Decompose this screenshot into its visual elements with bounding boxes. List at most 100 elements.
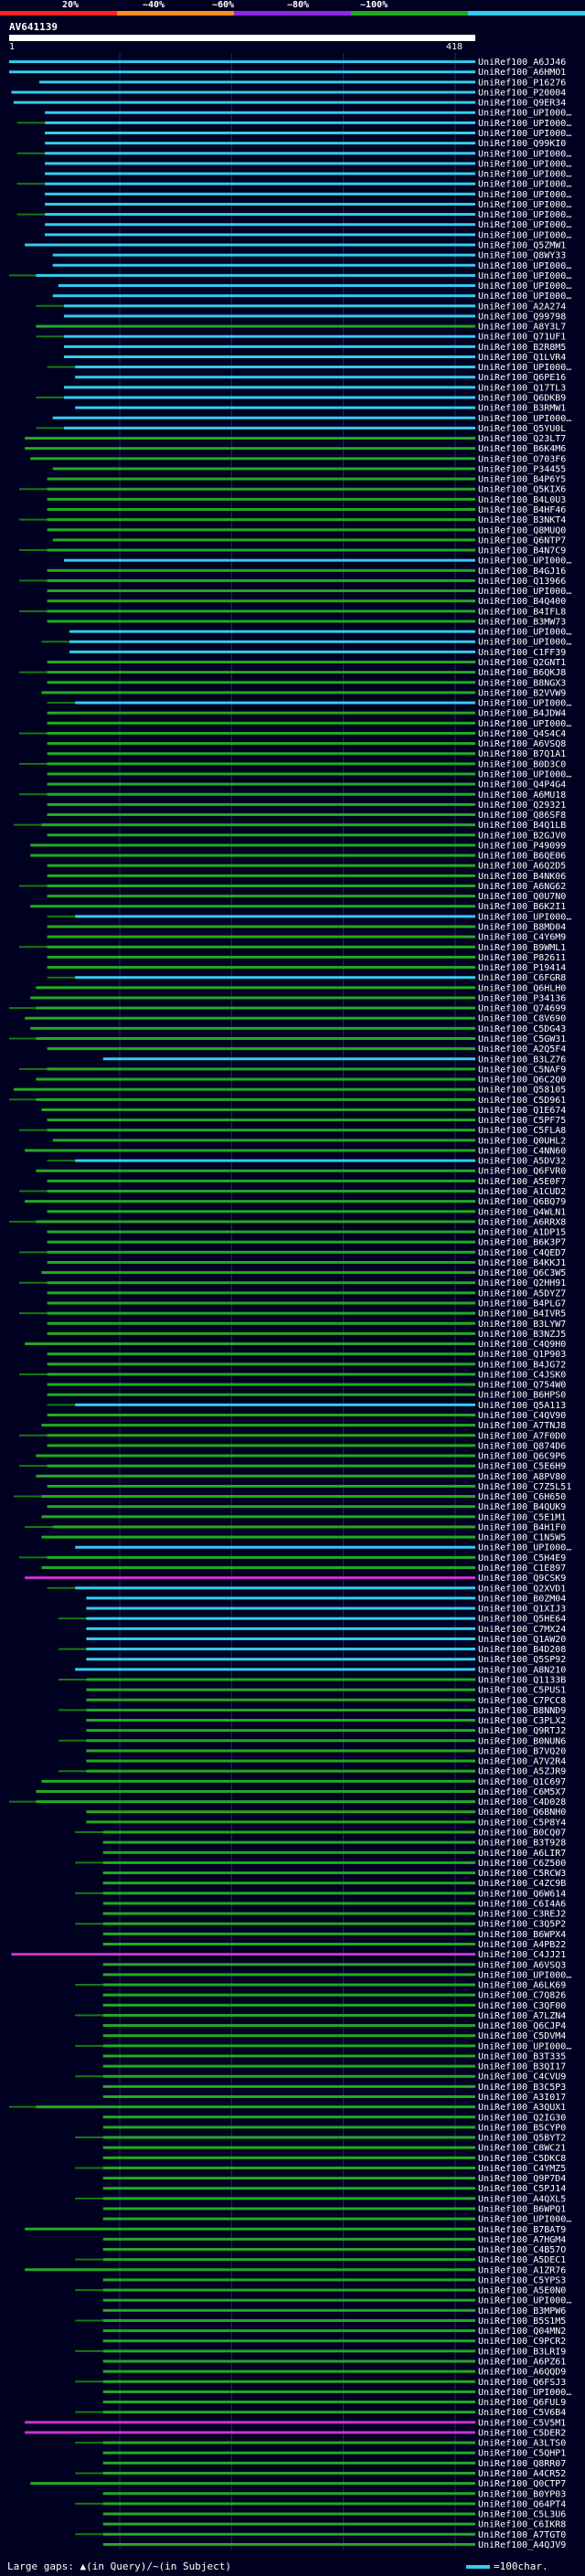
hit-label[interactable]: UniRef100_C4ZC9B — [478, 1879, 566, 1889]
hit-bar[interactable] — [30, 457, 475, 461]
hit-label[interactable]: UniRef100_B6WPX4 — [478, 1930, 566, 1940]
hit-label[interactable]: UniRef100_A5DEC1 — [478, 2255, 566, 2265]
hit-label[interactable]: UniRef100_C4NN60 — [478, 1146, 566, 1156]
hit-bar[interactable] — [102, 2278, 475, 2282]
hit-bar[interactable] — [102, 2502, 475, 2506]
hit-bar[interactable] — [102, 2197, 475, 2200]
hit-label[interactable]: UniRef100_B0CQ07 — [478, 1829, 566, 1839]
hit-bar[interactable] — [52, 467, 475, 471]
hit-bar[interactable] — [102, 2187, 475, 2190]
hit-label[interactable]: UniRef100_UPI000… — [478, 2296, 571, 2306]
hit-bar[interactable] — [41, 1779, 476, 1783]
hit-label[interactable]: UniRef100_C4B57O — [478, 2245, 566, 2255]
hit-label[interactable]: UniRef100_Q13966 — [478, 577, 566, 587]
hit-bar[interactable] — [30, 2482, 475, 2486]
hit-label[interactable]: UniRef100_A5ZJR9 — [478, 1767, 566, 1777]
hit-label[interactable]: UniRef100_UPI000… — [478, 2388, 571, 2398]
hit-label[interactable]: UniRef100_A6MU18 — [478, 790, 566, 800]
hit-label[interactable]: UniRef100_A6VSQ3 — [478, 1960, 566, 1970]
hit-bar[interactable] — [86, 1729, 475, 1733]
hit-bar[interactable] — [45, 223, 476, 227]
hit-bar[interactable] — [47, 1484, 475, 1488]
hit-bar[interactable] — [86, 1648, 475, 1651]
hit-bar[interactable] — [36, 1789, 476, 1793]
hit-bar[interactable] — [47, 782, 475, 786]
hit-bar[interactable] — [86, 1820, 475, 1824]
hit-bar[interactable] — [102, 2339, 475, 2343]
hit-label[interactable]: UniRef100_B4Q1LB — [478, 821, 566, 831]
hit-bar[interactable] — [47, 1118, 475, 1122]
hit-bar[interactable] — [75, 1586, 476, 1590]
hit-label[interactable]: UniRef100_C4JSK0 — [478, 1370, 566, 1380]
hit-bar[interactable] — [25, 437, 475, 440]
hit-label[interactable]: UniRef100_P20004 — [478, 88, 566, 98]
hit-bar[interactable] — [86, 1627, 475, 1630]
hit-label[interactable]: UniRef100_C5L3U6 — [478, 2510, 566, 2520]
hit-label[interactable]: UniRef100_A7F0D0 — [478, 1431, 566, 1441]
hit-label[interactable]: UniRef100_B3LZ76 — [478, 1055, 566, 1065]
hit-bar[interactable] — [47, 1311, 475, 1315]
hit-label[interactable]: UniRef100_C4Y6M9 — [478, 933, 566, 943]
hit-bar[interactable] — [102, 2532, 475, 2536]
hit-label[interactable]: UniRef100_A1ZR76 — [478, 2265, 566, 2275]
hit-bar[interactable] — [86, 1698, 475, 1701]
hit-label[interactable]: UniRef100_C5PJ14 — [478, 2184, 566, 2194]
hit-bar[interactable] — [47, 935, 475, 938]
hit-label[interactable]: UniRef100_A8N210 — [478, 1665, 566, 1675]
hit-label[interactable]: UniRef100_C8V690 — [478, 1014, 566, 1024]
hit-bar[interactable] — [25, 1016, 475, 1020]
hit-bar[interactable] — [69, 630, 476, 633]
hit-bar[interactable] — [47, 487, 475, 491]
hit-bar[interactable] — [63, 426, 476, 429]
hit-bar[interactable] — [45, 233, 476, 237]
hit-bar[interactable] — [102, 2074, 475, 2078]
hit-label[interactable]: UniRef100_UPI000… — [478, 587, 571, 597]
hit-label[interactable]: UniRef100_C5DG43 — [478, 1024, 566, 1034]
hit-label[interactable]: UniRef100_C6I4A6 — [478, 1899, 566, 1909]
hit-label[interactable]: UniRef100_B7Q1A1 — [478, 749, 566, 759]
hit-label[interactable]: UniRef100_B4L0U3 — [478, 495, 566, 505]
hit-bar[interactable] — [47, 1373, 475, 1376]
hit-bar[interactable] — [86, 1708, 475, 1712]
hit-label[interactable]: UniRef100_Q99KI0 — [478, 139, 566, 149]
hit-bar[interactable] — [36, 324, 476, 328]
hit-bar[interactable] — [102, 2401, 475, 2404]
hit-label[interactable]: UniRef100_B7VQ20 — [478, 1746, 566, 1756]
hit-bar[interactable] — [47, 1240, 475, 1244]
hit-label[interactable]: UniRef100_Q64PT4 — [478, 2499, 566, 2509]
hit-label[interactable]: UniRef100_UPI000… — [478, 719, 571, 729]
hit-bar[interactable] — [86, 1810, 475, 1814]
hit-label[interactable]: UniRef100_B6WPQ1 — [478, 2204, 566, 2214]
hit-label[interactable]: UniRef100_P19414 — [478, 963, 566, 973]
hit-label[interactable]: UniRef100_A8PV80 — [478, 1472, 566, 1482]
hit-bar[interactable] — [75, 376, 476, 379]
hit-bar[interactable] — [9, 60, 475, 64]
hit-label[interactable]: UniRef100_C5PUS1 — [478, 1686, 566, 1696]
hit-label[interactable]: UniRef100_C9PCR2 — [478, 2337, 566, 2347]
hit-label[interactable]: UniRef100_UPI000… — [478, 912, 571, 922]
hit-label[interactable]: UniRef100_C5DER2 — [478, 2428, 566, 2438]
hit-bar[interactable] — [30, 996, 475, 1000]
hit-bar[interactable] — [47, 711, 475, 715]
hit-label[interactable]: UniRef100_UPI000… — [478, 292, 571, 302]
hit-bar[interactable] — [30, 843, 475, 847]
hit-label[interactable]: UniRef100_Q8MUQ0 — [478, 525, 566, 535]
hit-label[interactable]: UniRef100_P16276 — [478, 78, 566, 88]
hit-bar[interactable] — [47, 507, 475, 511]
hit-label[interactable]: UniRef100_C5D961 — [478, 1096, 566, 1106]
hit-label[interactable]: UniRef100_Q5YU0L — [478, 424, 566, 434]
hit-label[interactable]: UniRef100_C5QHP1 — [478, 2449, 566, 2459]
hit-bar[interactable] — [25, 1342, 475, 1346]
hit-bar[interactable] — [102, 2359, 475, 2363]
hit-bar[interactable] — [41, 1515, 476, 1519]
hit-bar[interactable] — [102, 1922, 475, 1925]
hit-label[interactable]: UniRef100_UPI000… — [478, 159, 571, 169]
hit-bar[interactable] — [52, 294, 475, 298]
hit-bar[interactable] — [47, 1210, 475, 1214]
hit-bar[interactable] — [69, 640, 476, 643]
hit-bar[interactable] — [47, 589, 475, 593]
hit-label[interactable]: UniRef100_B0NUN6 — [478, 1736, 566, 1746]
hit-label[interactable]: UniRef100_A6RRX8 — [478, 1217, 566, 1227]
hit-label[interactable]: UniRef100_A3I017 — [478, 2093, 566, 2103]
hit-bar[interactable] — [102, 1871, 475, 1875]
